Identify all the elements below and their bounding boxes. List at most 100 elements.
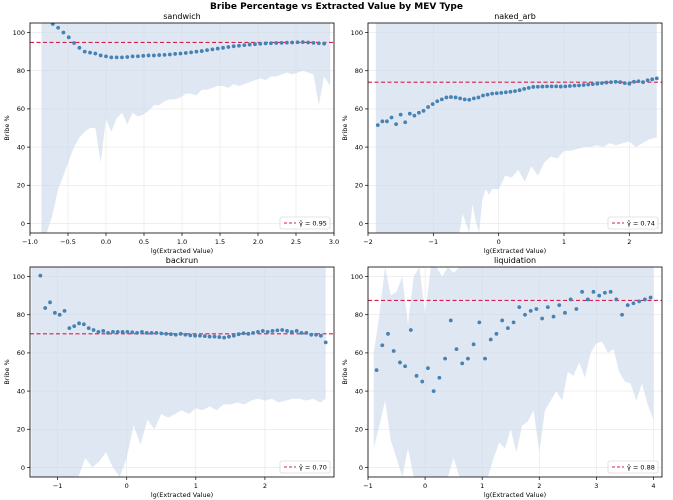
data-point: [189, 50, 194, 55]
x-tick-label: 3.0: [329, 238, 339, 246]
x-tick-label: 0.0: [101, 238, 111, 246]
data-point: [247, 42, 252, 47]
data-point: [311, 40, 316, 45]
data-point: [391, 349, 396, 353]
data-point: [114, 55, 119, 60]
data-point: [221, 45, 225, 50]
data-point: [613, 79, 618, 84]
data-point: [650, 77, 655, 82]
data-point: [477, 320, 482, 325]
data-point: [403, 120, 408, 125]
data-point: [535, 84, 540, 89]
data-point: [260, 329, 265, 333]
data-point: [437, 375, 442, 380]
data-point: [236, 332, 241, 337]
data-point: [490, 91, 495, 96]
data-point: [567, 84, 572, 88]
data-point: [499, 90, 504, 95]
y-tick-label: 100: [351, 29, 363, 37]
y-tick-label: 80: [355, 311, 363, 319]
legend: γ̂ = 0.74: [607, 216, 659, 230]
data-point: [43, 306, 48, 310]
data-point: [622, 81, 627, 86]
data-point: [306, 40, 311, 45]
y-tick-label: 100: [13, 29, 25, 37]
data-point: [375, 123, 380, 128]
data-point: [77, 45, 82, 50]
data-point: [471, 96, 476, 101]
data-point: [269, 41, 273, 46]
data-point: [304, 330, 309, 335]
data-point: [154, 330, 159, 335]
axes-frame: [367, 22, 663, 234]
x-tick-label: −1.0: [22, 238, 38, 246]
legend-label: γ̂ = 0.95: [299, 219, 327, 227]
data-point: [82, 49, 87, 54]
data-point: [194, 49, 199, 54]
data-point: [48, 300, 52, 305]
x-tick-label: −1: [363, 482, 373, 490]
data-point: [431, 389, 436, 393]
data-point: [586, 82, 591, 87]
y-tick-label: 60: [355, 105, 363, 113]
data-point: [549, 84, 554, 89]
data-point: [603, 290, 607, 295]
data-point: [295, 40, 300, 45]
x-tick-label: −2: [363, 238, 373, 246]
data-point: [144, 330, 149, 335]
x-tick-label: 2: [627, 238, 631, 246]
data-point: [77, 321, 81, 326]
data-point: [545, 305, 550, 309]
data-point: [380, 119, 385, 124]
data-point: [503, 90, 508, 95]
data-point: [412, 113, 417, 118]
data-point: [511, 320, 516, 325]
data-point: [289, 330, 294, 334]
data-point: [540, 84, 545, 89]
data-point: [115, 330, 120, 334]
x-axis-label: lg(Extracted Value): [151, 247, 213, 255]
data-point: [111, 330, 115, 334]
data-point: [314, 332, 318, 337]
data-point: [403, 364, 408, 369]
data-point: [199, 49, 204, 53]
data-point: [417, 110, 421, 115]
data-point: [253, 42, 257, 47]
data-point: [374, 368, 379, 372]
x-tick-label: −1: [429, 238, 439, 246]
data-point: [120, 330, 125, 334]
data-point: [125, 55, 130, 59]
data-point: [231, 333, 236, 338]
x-tick-label: 1.5: [215, 238, 225, 246]
x-tick-label: 2.0: [253, 238, 263, 246]
data-point: [167, 52, 172, 57]
data-point: [237, 43, 241, 48]
data-point: [407, 111, 412, 116]
axes-frame: [367, 266, 663, 478]
data-point: [636, 79, 641, 84]
subplot-title: naked_arb: [494, 12, 536, 21]
data-point: [380, 343, 385, 348]
data-point: [449, 95, 453, 99]
data-point: [270, 329, 275, 333]
data-point: [481, 93, 485, 98]
data-point: [453, 95, 458, 100]
data-point: [136, 54, 140, 59]
data-point: [215, 46, 220, 51]
data-point: [72, 324, 77, 329]
y-axis-label: Bribe %: [341, 115, 349, 140]
data-point: [159, 331, 164, 336]
data-point: [620, 312, 624, 317]
subplot-title: sandwich: [163, 12, 200, 21]
data-point: [563, 310, 567, 315]
data-point: [178, 331, 183, 336]
data-point: [130, 54, 135, 59]
y-tick-label: 100: [351, 273, 363, 281]
data-point: [513, 89, 517, 94]
data-point: [398, 112, 403, 117]
x-tick-label: −0.5: [60, 238, 76, 246]
subplot-naked_arb: −2 −1 0 1 2020406080100naked_arblg(Extracted…: [341, 12, 663, 255]
y-tick-label: 0: [359, 220, 363, 228]
data-point: [426, 366, 430, 371]
data-point: [591, 289, 596, 294]
